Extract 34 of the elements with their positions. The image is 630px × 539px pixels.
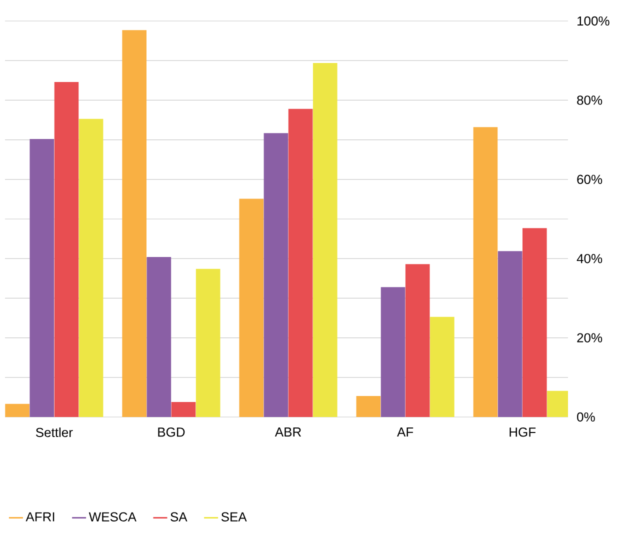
legend-label: SEA — [221, 512, 247, 522]
x-tick-label: AF — [397, 428, 414, 436]
y-tick-label: 60% — [577, 174, 602, 184]
bar — [498, 251, 522, 417]
y-tick-label: 40% — [576, 254, 602, 264]
x-tick-label: HGF — [510, 428, 536, 437]
bar — [78, 118, 104, 417]
bar — [30, 139, 54, 417]
bar — [473, 127, 498, 417]
bar — [5, 404, 30, 417]
bar — [239, 198, 264, 417]
y-tick-label: 80% — [577, 96, 602, 105]
bar — [288, 108, 313, 417]
bar — [522, 228, 547, 417]
bar — [122, 30, 146, 417]
bar — [196, 268, 220, 417]
bar — [264, 133, 288, 417]
bar — [312, 62, 338, 417]
x-tick-label: ABR — [274, 428, 302, 436]
y-tick-label: 20% — [577, 333, 602, 342]
bar — [54, 82, 79, 417]
x-tick-label: BGD — [158, 428, 185, 437]
bar — [430, 316, 454, 417]
legend-label: AFRI — [26, 512, 54, 522]
y-tick-label: 0% — [577, 412, 595, 422]
bar — [171, 402, 196, 417]
bar — [146, 257, 172, 417]
legend-label: WESCA — [88, 512, 136, 522]
y-tick-label: 100% — [578, 16, 610, 26]
legend-label: SA — [170, 512, 188, 522]
x-tick-label: Settler — [36, 428, 73, 438]
bar — [356, 396, 381, 417]
bar — [380, 287, 406, 417]
bar — [405, 264, 430, 417]
